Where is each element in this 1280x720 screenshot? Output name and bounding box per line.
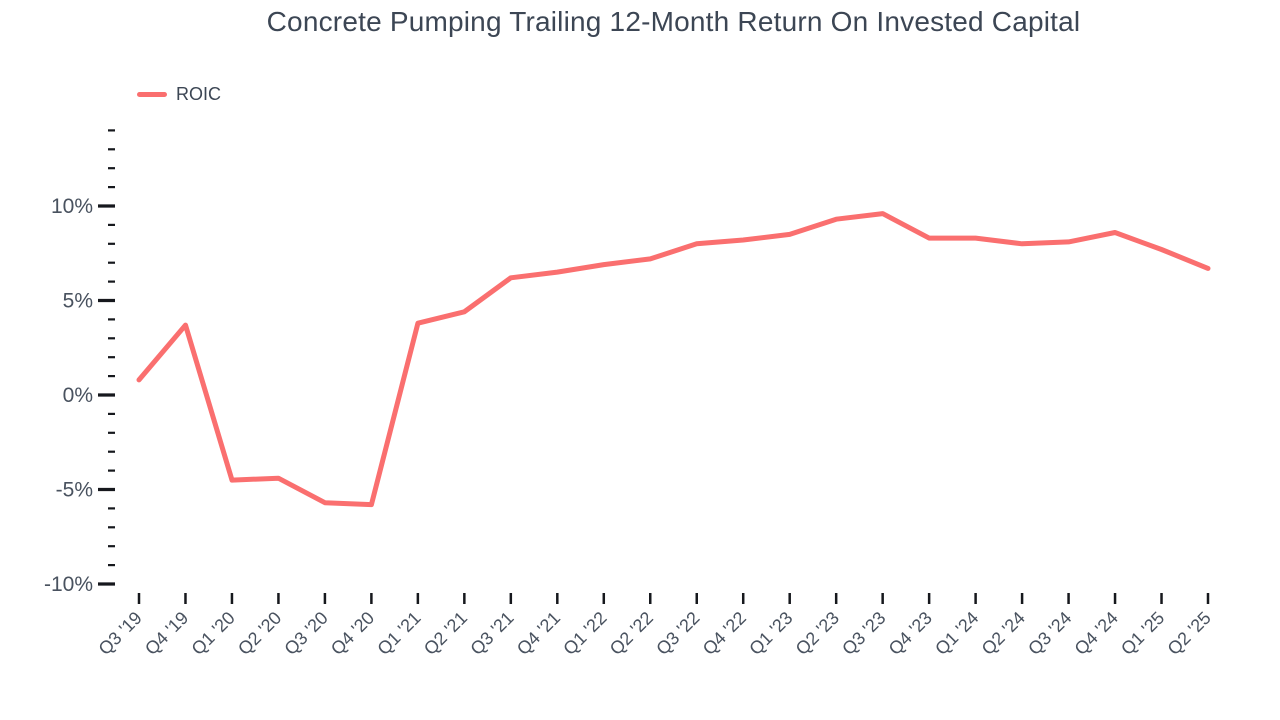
x-axis-label: Q4 '23 — [885, 608, 936, 659]
y-axis-label: 0% — [63, 384, 93, 407]
x-axis-label: Q3 '23 — [838, 608, 889, 659]
x-axis-label: Q4 '22 — [699, 608, 750, 659]
y-axis-label: 5% — [63, 290, 93, 313]
x-axis-label: Q2 '21 — [420, 608, 471, 659]
x-axis-label: Q2 '20 — [234, 608, 285, 659]
x-axis-label: Q1 '21 — [373, 608, 424, 659]
x-axis-label: Q3 '21 — [466, 608, 517, 659]
x-axis-label: Q1 '20 — [188, 608, 239, 659]
x-axis-label: Q3 '19 — [95, 608, 146, 659]
roic-series-line — [136, 211, 1211, 508]
y-axis-label: -10% — [44, 573, 93, 596]
x-axis-label: Q2 '23 — [792, 608, 843, 659]
x-axis-label: Q3 '24 — [1024, 608, 1075, 659]
x-axis-label: Q4 '24 — [1071, 608, 1122, 659]
x-axis-label: Q1 '25 — [1117, 608, 1168, 659]
x-axis-label: Q3 '20 — [280, 608, 331, 659]
x-axis-label: Q4 '19 — [141, 608, 192, 659]
legend-swatch-roic — [137, 92, 167, 97]
x-axis-label: Q1 '24 — [931, 608, 982, 659]
x-axis-label: Q4 '21 — [513, 608, 564, 659]
y-axis-label: -5% — [56, 479, 93, 502]
y-axis-label: 10% — [51, 195, 93, 218]
x-axis-label: Q2 '22 — [606, 608, 657, 659]
legend: ROIC — [137, 84, 221, 105]
x-axis-label: Q2 '24 — [978, 608, 1029, 659]
x-axis-label: Q1 '22 — [559, 608, 610, 659]
chart-title: Concrete Pumping Trailing 12-Month Retur… — [266, 6, 1081, 37]
x-axis-label: Q3 '22 — [652, 608, 703, 659]
x-axis-label: Q1 '23 — [745, 608, 796, 659]
x-axis-label: Q2 '25 — [1164, 608, 1215, 659]
legend-label-roic: ROIC — [176, 84, 221, 104]
x-axis-label: Q4 '20 — [327, 608, 378, 659]
